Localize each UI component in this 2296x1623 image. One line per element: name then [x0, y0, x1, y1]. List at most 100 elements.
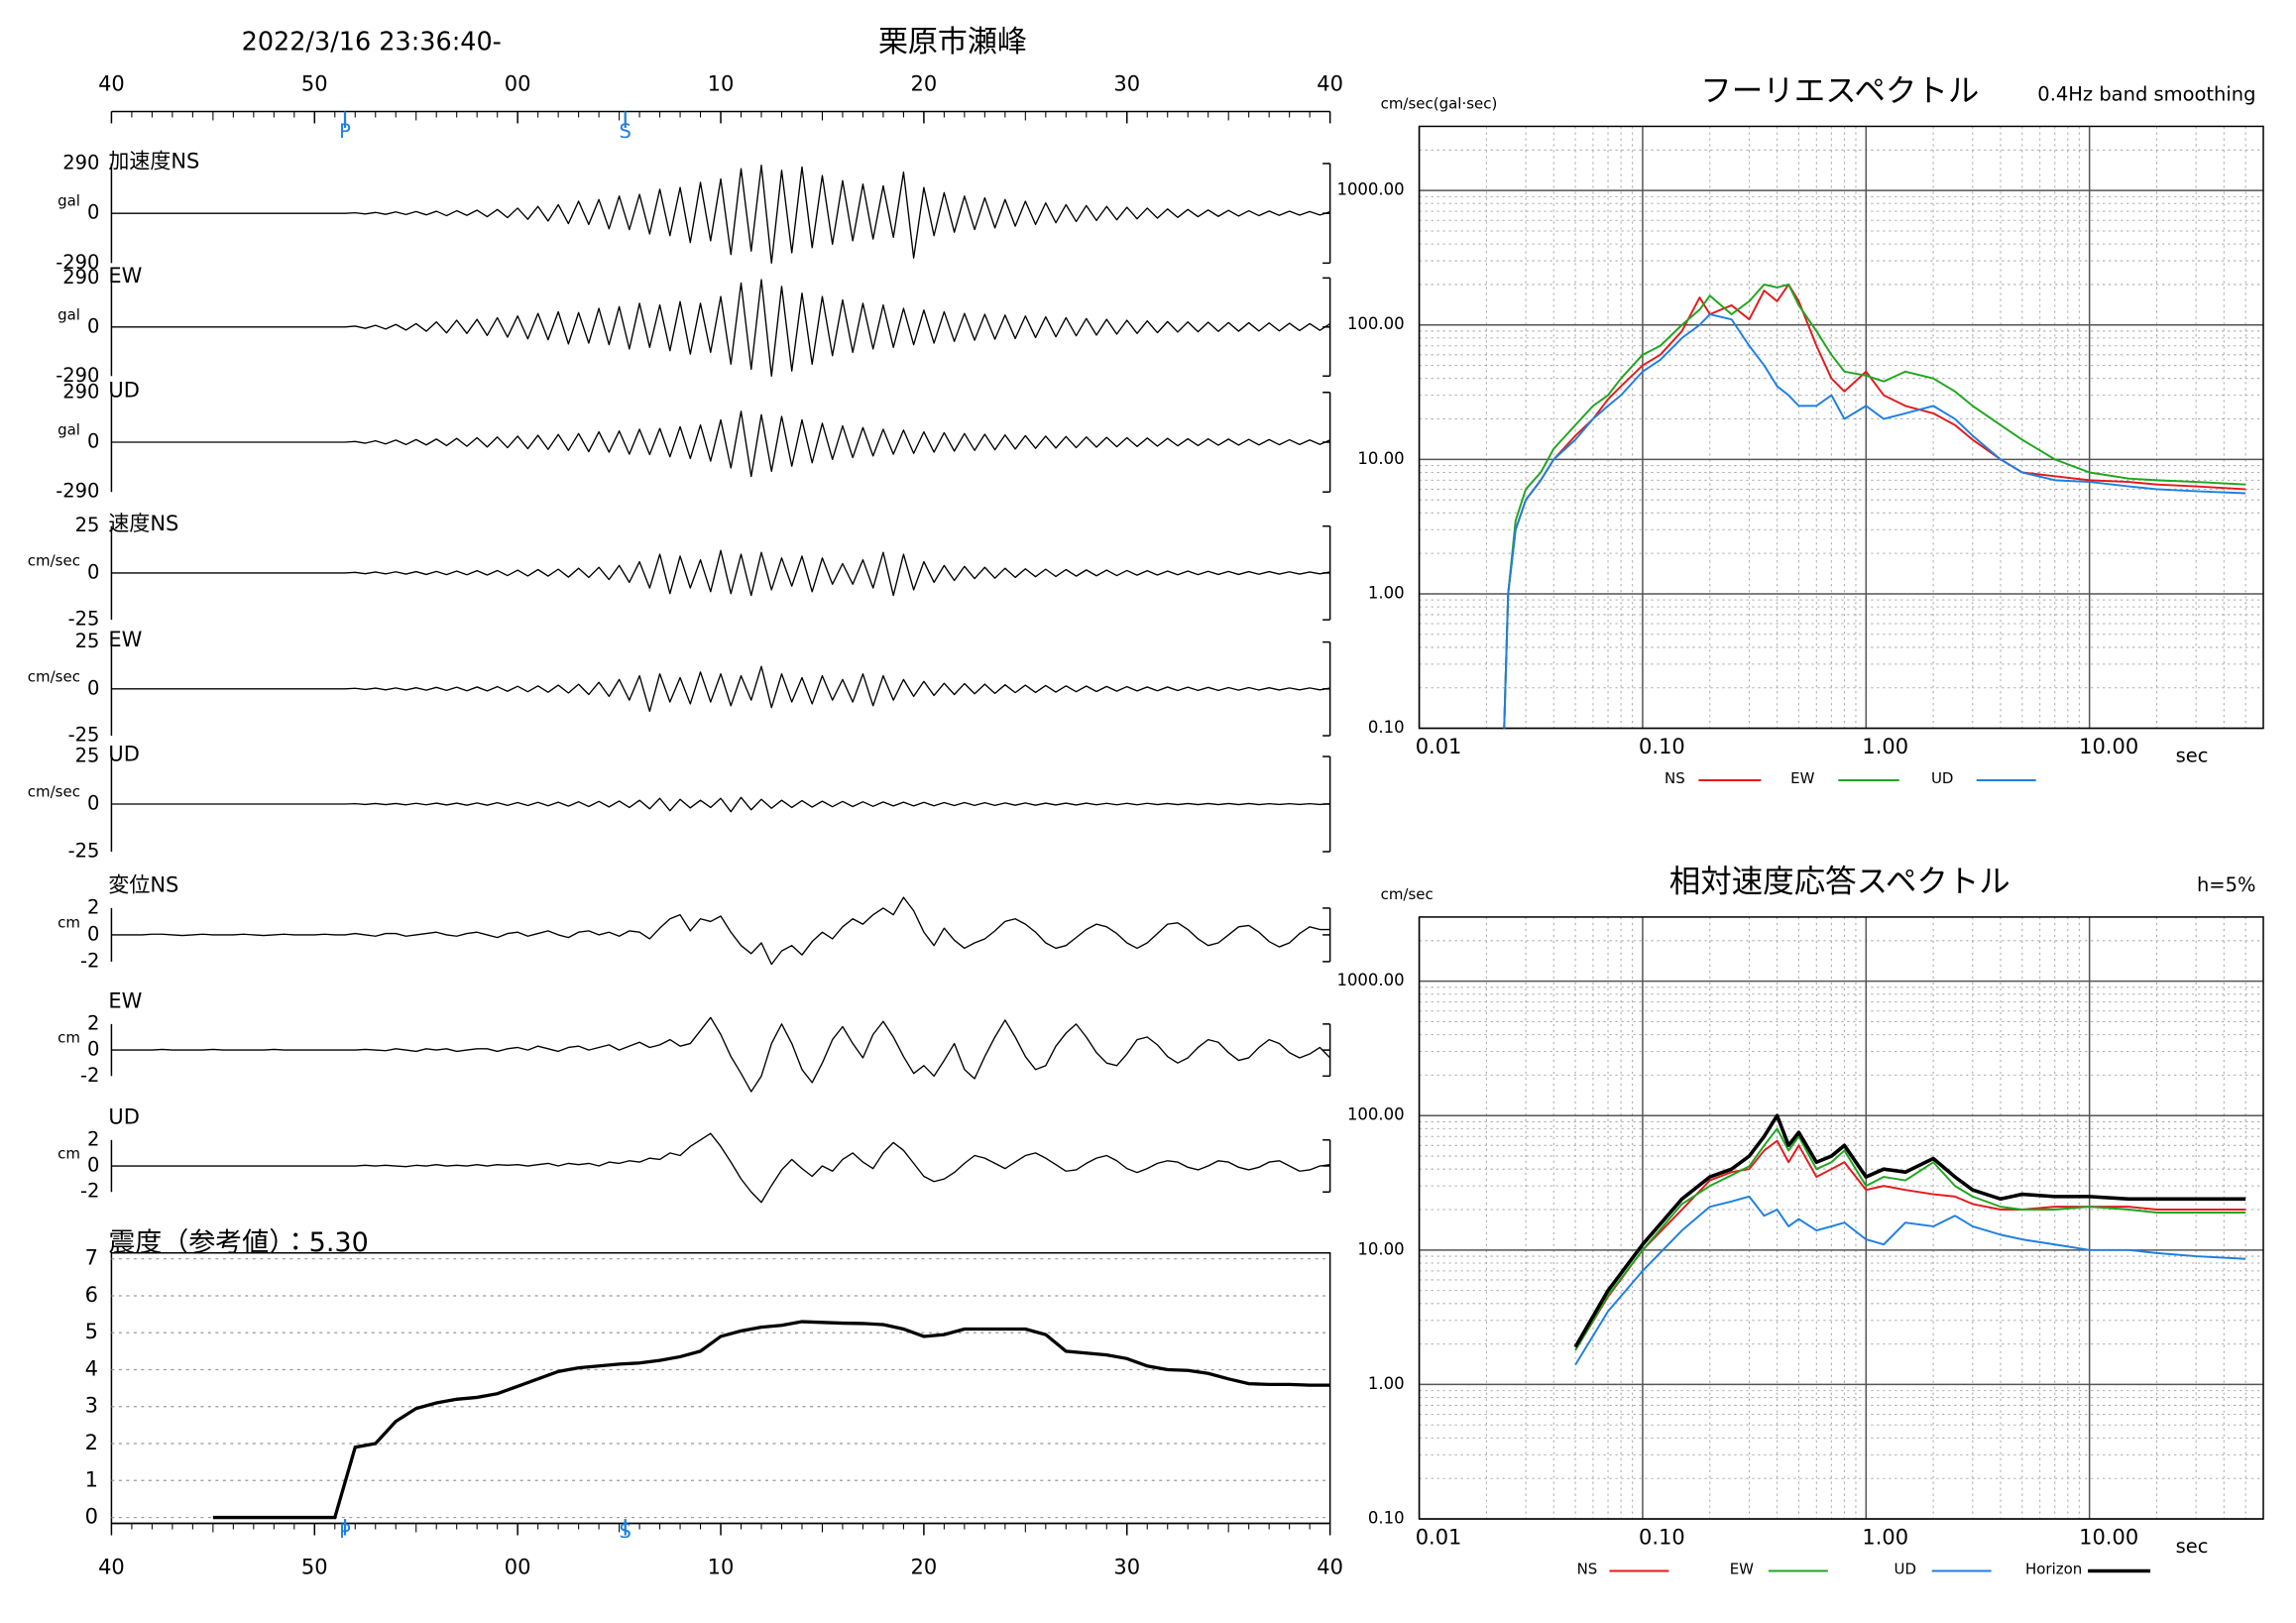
y-tick-label: 10.00 [1357, 1239, 1404, 1258]
x-tick-label: 10.00 [2079, 735, 2138, 758]
x-tick-label: 10.00 [2079, 1526, 2138, 1550]
spectrum-line [1573, 1113, 2246, 1348]
trace-name: 速度NS [108, 512, 178, 535]
y-tick-label: 0 [87, 1038, 99, 1061]
waveform-trace [111, 796, 1330, 813]
spectrum-title: フーリエスペクトル [1700, 73, 1979, 109]
y-tick-label: 0 [87, 429, 99, 452]
unit-label: cm [57, 1029, 80, 1047]
x-tick-label: 00 [505, 71, 531, 95]
phase-label: S [620, 1520, 631, 1543]
plot-frame [1418, 916, 2264, 1520]
x-tick-label: 30 [1113, 1556, 1140, 1579]
unit-label: cm/sec [28, 667, 80, 685]
x-tick-label: 40 [98, 71, 125, 95]
intensity-line [212, 1320, 1330, 1520]
x-tick-label: 50 [301, 71, 328, 95]
y-axis-label: cm/sec [1381, 885, 1434, 903]
legend-label: Horizon [2025, 1561, 2082, 1578]
legend-label: EW [1730, 1561, 1754, 1578]
y-tick-label: -2 [80, 1180, 99, 1203]
x-tick-label: 20 [911, 71, 938, 95]
legend-label: UD [1894, 1561, 1916, 1578]
y-tick-label: 2 [87, 1127, 99, 1150]
y-tick-label: 1.00 [1368, 1374, 1405, 1393]
waveform-trace [111, 279, 1330, 377]
plot-frame [1418, 125, 2264, 730]
y-tick-label: 2 [87, 1011, 99, 1034]
x-axis-label: sec [2176, 745, 2209, 767]
trace-name: 変位NS [108, 872, 178, 896]
x-tick-label: 00 [505, 1556, 531, 1579]
x-tick-label: 50 [301, 1556, 328, 1579]
legend-label: EW [1790, 769, 1814, 787]
y-tick-label: -290 [56, 480, 99, 503]
x-tick-label: 40 [1317, 71, 1343, 95]
y-tick-label: 2 [85, 1431, 98, 1454]
y-tick-label: -25 [68, 839, 100, 862]
y-tick-label: 7 [85, 1246, 98, 1270]
y-tick-label: 100.00 [1347, 1105, 1405, 1124]
spectrum-subtitle: 0.4Hz band smoothing [2037, 82, 2255, 105]
unit-label: cm [57, 1145, 80, 1163]
unit-label: gal [57, 192, 80, 210]
trace-name: 加速度NS [108, 149, 199, 173]
x-tick-label: 1.00 [1862, 1526, 1908, 1550]
x-tick-label: 30 [1113, 71, 1140, 95]
y-tick-label: 1000.00 [1336, 971, 1404, 989]
y-tick-label: 3 [85, 1394, 98, 1418]
legend-label: NS [1665, 769, 1685, 787]
waveform-trace [111, 1132, 1330, 1204]
trace-name: EW [108, 264, 142, 288]
record-datetime: 2022/3/16 23:36:40- [242, 28, 502, 58]
y-tick-label: 5 [85, 1320, 98, 1343]
y-tick-label: 6 [85, 1283, 98, 1307]
y-tick-label: 1 [85, 1467, 98, 1491]
y-tick-label: 290 [62, 380, 99, 403]
trace-name: EW [108, 988, 142, 1012]
x-tick-label: 0.10 [1639, 1526, 1685, 1550]
unit-label: cm/sec [28, 551, 80, 569]
unit-label: cm/sec [28, 783, 80, 801]
x-tick-label: 0.01 [1416, 1526, 1462, 1550]
y-tick-label: 25 [75, 630, 100, 652]
waveform-trace [111, 164, 1330, 265]
y-tick-label: -2 [80, 949, 99, 972]
y-tick-label: 0 [85, 1505, 98, 1529]
y-tick-label: 25 [75, 514, 100, 536]
spectrum-line [1574, 1139, 2246, 1351]
y-tick-label: 0 [87, 922, 99, 945]
y-tick-label: 100.00 [1347, 314, 1405, 333]
waveform-trace [111, 665, 1330, 713]
unit-label: cm [57, 913, 80, 931]
y-tick-label: 1000.00 [1336, 180, 1404, 199]
trace-name: UD [108, 1104, 140, 1128]
y-tick-label: -25 [68, 724, 100, 747]
spectrum-line [1503, 313, 2246, 729]
y-tick-label: 290 [62, 266, 99, 289]
y-tick-label: 290 [62, 151, 99, 174]
spectrum-line [1574, 1195, 2246, 1366]
x-tick-label: 0.01 [1416, 735, 1462, 758]
intensity-title: 震度（参考値）：5.30 [108, 1227, 368, 1258]
x-tick-label: 40 [98, 1556, 125, 1579]
y-tick-label: 0 [87, 792, 99, 815]
y-tick-label: 0 [87, 676, 99, 699]
x-tick-label: 40 [1317, 1556, 1343, 1579]
waveform-trace [111, 1016, 1331, 1093]
trace-name: UD [108, 378, 140, 402]
y-tick-label: 0 [87, 1154, 99, 1177]
waveform-trace [111, 549, 1330, 597]
spectrum-line [1503, 283, 2246, 729]
phase-label: S [620, 120, 631, 143]
y-tick-label: -2 [80, 1064, 99, 1087]
phase-label: P [339, 1520, 351, 1543]
y-tick-label: 0 [87, 560, 99, 583]
y-tick-label: -290 [56, 251, 99, 274]
x-tick-label: 10 [708, 1556, 735, 1579]
x-axis-label: sec [2176, 1535, 2209, 1558]
trace-name: UD [108, 743, 140, 766]
y-tick-label: 0.10 [1368, 1509, 1405, 1528]
